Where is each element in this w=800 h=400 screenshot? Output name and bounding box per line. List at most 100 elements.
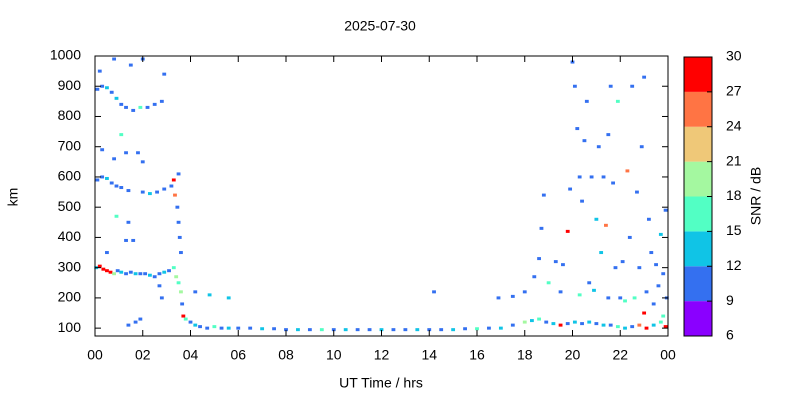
echo-point xyxy=(487,326,491,330)
x-tick-label: 10 xyxy=(326,347,342,363)
echo-point xyxy=(138,317,143,321)
echo-point xyxy=(115,269,120,273)
echo-point xyxy=(148,273,152,277)
echo-point xyxy=(584,99,589,103)
echo-point xyxy=(175,205,180,209)
colorbar-swatch xyxy=(684,57,712,92)
echo-point xyxy=(171,266,176,270)
echo-point xyxy=(173,193,177,197)
echo-point xyxy=(379,328,384,332)
echo-point xyxy=(496,296,501,300)
echo-point xyxy=(152,275,157,279)
echo-point xyxy=(136,151,140,155)
y-tick-label: 800 xyxy=(58,107,82,123)
echo-point xyxy=(95,178,100,182)
echo-point xyxy=(124,151,128,155)
x-axis-label: UT Time / hrs xyxy=(339,375,423,391)
echo-point xyxy=(606,133,611,137)
echo-point xyxy=(577,175,582,179)
echo-point xyxy=(642,75,647,79)
echo-point xyxy=(510,294,515,298)
colorbar-tick-label: 6 xyxy=(726,327,734,343)
echo-point xyxy=(179,251,183,255)
colorbar-swatch xyxy=(684,126,712,162)
echo-point xyxy=(594,217,599,221)
colorbar-tick-label: 15 xyxy=(726,222,742,238)
echo-point xyxy=(109,90,114,94)
colorbar-tick-label: 30 xyxy=(726,48,742,64)
echo-point xyxy=(630,84,635,88)
echo-point xyxy=(176,172,181,176)
echo-point xyxy=(162,270,167,274)
echo-point xyxy=(575,127,580,131)
echo-point xyxy=(145,105,150,109)
echo-point xyxy=(133,272,138,276)
echo-point xyxy=(207,293,212,297)
y-tick-label: 600 xyxy=(58,168,82,184)
echo-point xyxy=(108,270,113,274)
x-tick-label: 12 xyxy=(374,347,390,363)
echo-point xyxy=(608,323,613,327)
echo-point xyxy=(539,226,544,230)
echo-point xyxy=(577,293,582,297)
echo-point xyxy=(427,328,432,332)
echo-point xyxy=(627,235,632,239)
echo-point xyxy=(169,184,174,188)
echo-point xyxy=(131,108,136,112)
echo-point xyxy=(152,102,157,106)
colorbar-swatch xyxy=(684,266,712,302)
echo-point xyxy=(319,328,324,332)
echo-point xyxy=(331,328,336,332)
echo-point xyxy=(284,328,288,332)
echo-point xyxy=(307,328,312,332)
echo-point xyxy=(112,272,117,276)
echo-point xyxy=(658,232,663,236)
echo-point xyxy=(162,72,167,76)
echo-point xyxy=(589,175,594,179)
echo-point xyxy=(572,84,577,88)
echo-point xyxy=(119,186,124,190)
echo-point xyxy=(551,322,556,326)
echo-point xyxy=(522,290,527,294)
echo-point xyxy=(188,320,193,324)
colorbar-swatch xyxy=(684,161,712,197)
echo-point xyxy=(623,326,627,330)
echo-point xyxy=(100,84,105,88)
echo-point xyxy=(272,327,276,331)
echo-point xyxy=(537,317,541,321)
echo-point xyxy=(663,208,668,212)
echo-point xyxy=(162,187,167,191)
echo-point xyxy=(558,323,563,327)
echo-point xyxy=(198,325,202,329)
echo-point xyxy=(133,320,138,324)
y-tick-label: 700 xyxy=(58,137,82,153)
echo-point xyxy=(661,272,666,276)
echo-point xyxy=(637,266,642,270)
echo-point xyxy=(606,296,611,300)
echo-point xyxy=(193,323,198,327)
x-tick-label: 02 xyxy=(135,347,151,363)
plot-frame xyxy=(94,55,669,337)
echo-point xyxy=(565,322,570,326)
echo-point xyxy=(601,323,606,327)
colorbar-tick-label: 27 xyxy=(726,83,742,99)
echo-point xyxy=(180,302,185,306)
echo-point xyxy=(105,176,109,180)
echo-point xyxy=(114,214,119,218)
echo-point xyxy=(463,327,467,331)
echo-point xyxy=(138,105,143,109)
echo-point xyxy=(193,290,198,294)
y-axis-label: km xyxy=(5,188,21,207)
echo-point xyxy=(635,190,639,194)
echo-point xyxy=(601,175,606,179)
echo-point xyxy=(544,320,549,324)
echo-point xyxy=(656,284,661,288)
echo-point xyxy=(226,326,231,330)
echo-point xyxy=(105,86,109,90)
echo-point xyxy=(498,326,503,330)
echo-point xyxy=(475,327,479,331)
echo-point xyxy=(176,220,181,224)
echo-point xyxy=(212,325,217,329)
echo-point xyxy=(646,217,651,221)
echo-point xyxy=(97,69,102,73)
